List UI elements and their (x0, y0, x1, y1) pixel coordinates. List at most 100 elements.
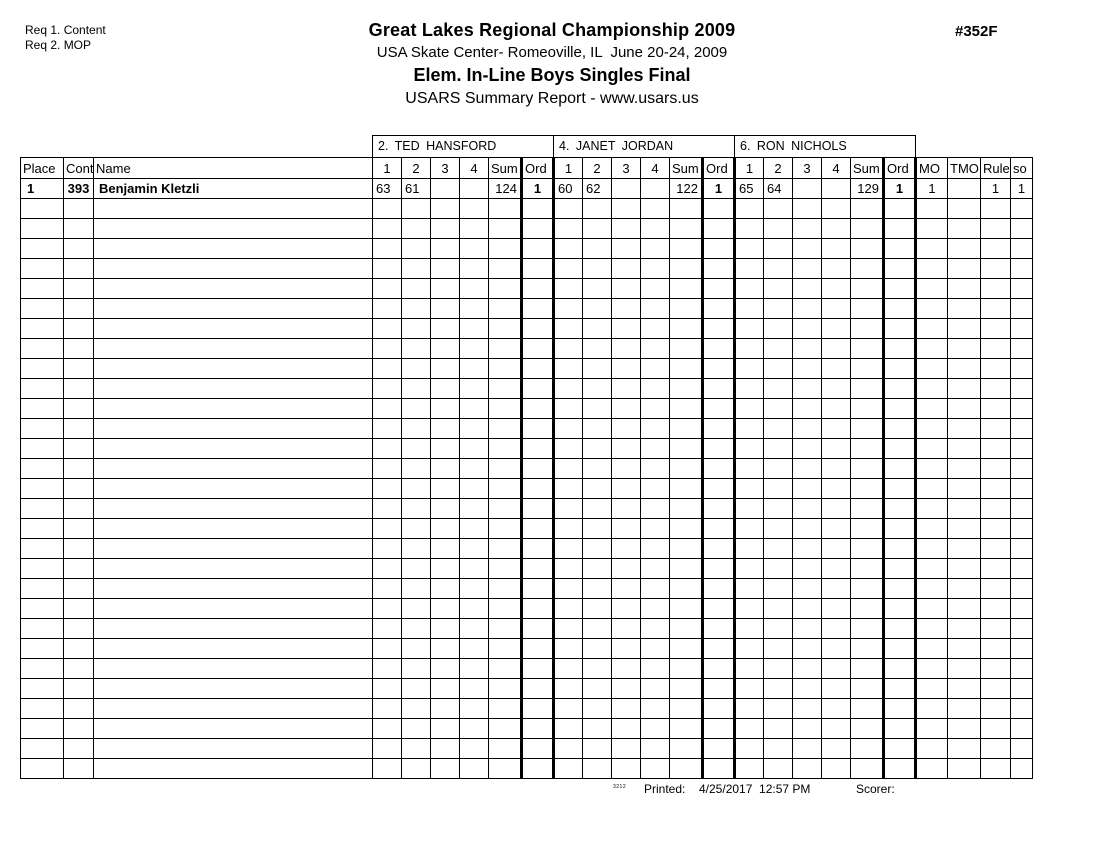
cell-cont (63, 678, 94, 699)
table-row-empty (20, 658, 1033, 679)
cell-s (763, 498, 793, 519)
header-judge3-ord: Ord (882, 157, 917, 179)
cell-s (734, 738, 764, 759)
cell-ord (520, 258, 555, 279)
cell-s (792, 478, 822, 499)
cell-sum (488, 658, 522, 679)
cell-tmo (947, 258, 981, 279)
cell-s (734, 198, 764, 219)
cell-s (763, 218, 793, 239)
cell-sum (669, 398, 703, 419)
cell-tmo (947, 538, 981, 559)
cell-ord (701, 538, 736, 559)
cell-s (401, 658, 431, 679)
cell-ord (520, 438, 555, 459)
header-mo: MO (915, 157, 948, 179)
cell-s (792, 538, 822, 559)
cell-ord (701, 518, 736, 539)
cell-ord (701, 738, 736, 759)
cell-s (401, 278, 431, 299)
cell-s (430, 738, 460, 759)
cell-s (553, 758, 583, 779)
cell-s (430, 418, 460, 439)
cell-s (640, 198, 670, 219)
cell-s (401, 578, 431, 599)
cell-s (792, 758, 822, 779)
header-judge3-4: 4 (821, 157, 851, 179)
cell-ord (520, 538, 555, 559)
cell-tmo (947, 278, 981, 299)
venue-line: USA Skate Center- Romeoville, IL June 20… (376, 44, 728, 61)
cell-place (20, 298, 64, 319)
cell-s (401, 758, 431, 779)
cell-s (611, 498, 641, 519)
cell-sum (850, 198, 884, 219)
cell-s (582, 758, 612, 779)
cell-ord (882, 418, 917, 439)
cell-s (582, 358, 612, 379)
cell-s (459, 178, 489, 199)
cell-s (430, 558, 460, 579)
cell-s (821, 758, 851, 779)
cell-s (734, 578, 764, 599)
cell-s (459, 598, 489, 619)
cell-ord (520, 618, 555, 639)
cell-s (821, 498, 851, 519)
cell-sum (669, 538, 703, 559)
cell-s (763, 338, 793, 359)
cell-tmo (947, 178, 981, 199)
table-row-empty (20, 478, 1033, 499)
cell-cont (63, 498, 94, 519)
cell-ord (882, 758, 917, 779)
cell-ord (701, 598, 736, 619)
cell-s (821, 258, 851, 279)
cell-s (640, 658, 670, 679)
cell-s (763, 458, 793, 479)
table-row-empty (20, 518, 1033, 539)
cell-sum: 122 (669, 178, 703, 199)
cell-s (430, 698, 460, 719)
cell-s (821, 658, 851, 679)
cell-s (372, 258, 402, 279)
cell-ord (882, 198, 917, 219)
results-table-body: 1 393 Benjamin Kletzli 63 61 124 1 60 62 122 1 65 64… (20, 178, 1033, 779)
cell-s (611, 218, 641, 239)
cell-cont (63, 238, 94, 259)
cell-s: 62 (582, 178, 612, 199)
cell-s (459, 658, 489, 679)
cell-s (430, 238, 460, 259)
cell-so (1010, 638, 1033, 659)
cell-s (372, 738, 402, 759)
cell-s (401, 738, 431, 759)
cell-so (1010, 658, 1033, 679)
printed-timestamp: 4/25/2017 12:57 PM (699, 782, 811, 796)
cell-sum (850, 498, 884, 519)
cell-s (763, 738, 793, 759)
cell-tmo (947, 498, 981, 519)
cell-cont (63, 558, 94, 579)
cell-s (430, 718, 460, 739)
cell-sum (850, 378, 884, 399)
cell-s (763, 198, 793, 219)
judge-header-3: 6. RON NICHOLS (734, 135, 916, 158)
cell-ord (701, 718, 736, 739)
cell-ord (520, 318, 555, 339)
cell-s (611, 578, 641, 599)
cell-s (734, 358, 764, 379)
cell-sum (669, 418, 703, 439)
table-row-empty (20, 558, 1033, 579)
cell-so (1010, 278, 1033, 299)
cell-s (459, 378, 489, 399)
cell-s (611, 598, 641, 619)
cell-cont (63, 258, 94, 279)
cell-s (763, 278, 793, 299)
cell-s (430, 438, 460, 459)
cell-s (401, 418, 431, 439)
cell-name (93, 498, 373, 519)
cell-s (821, 638, 851, 659)
cell-s (611, 638, 641, 659)
cell-so (1010, 698, 1033, 719)
cell-mo (915, 578, 948, 599)
cell-s (430, 298, 460, 319)
cell-s (553, 458, 583, 479)
